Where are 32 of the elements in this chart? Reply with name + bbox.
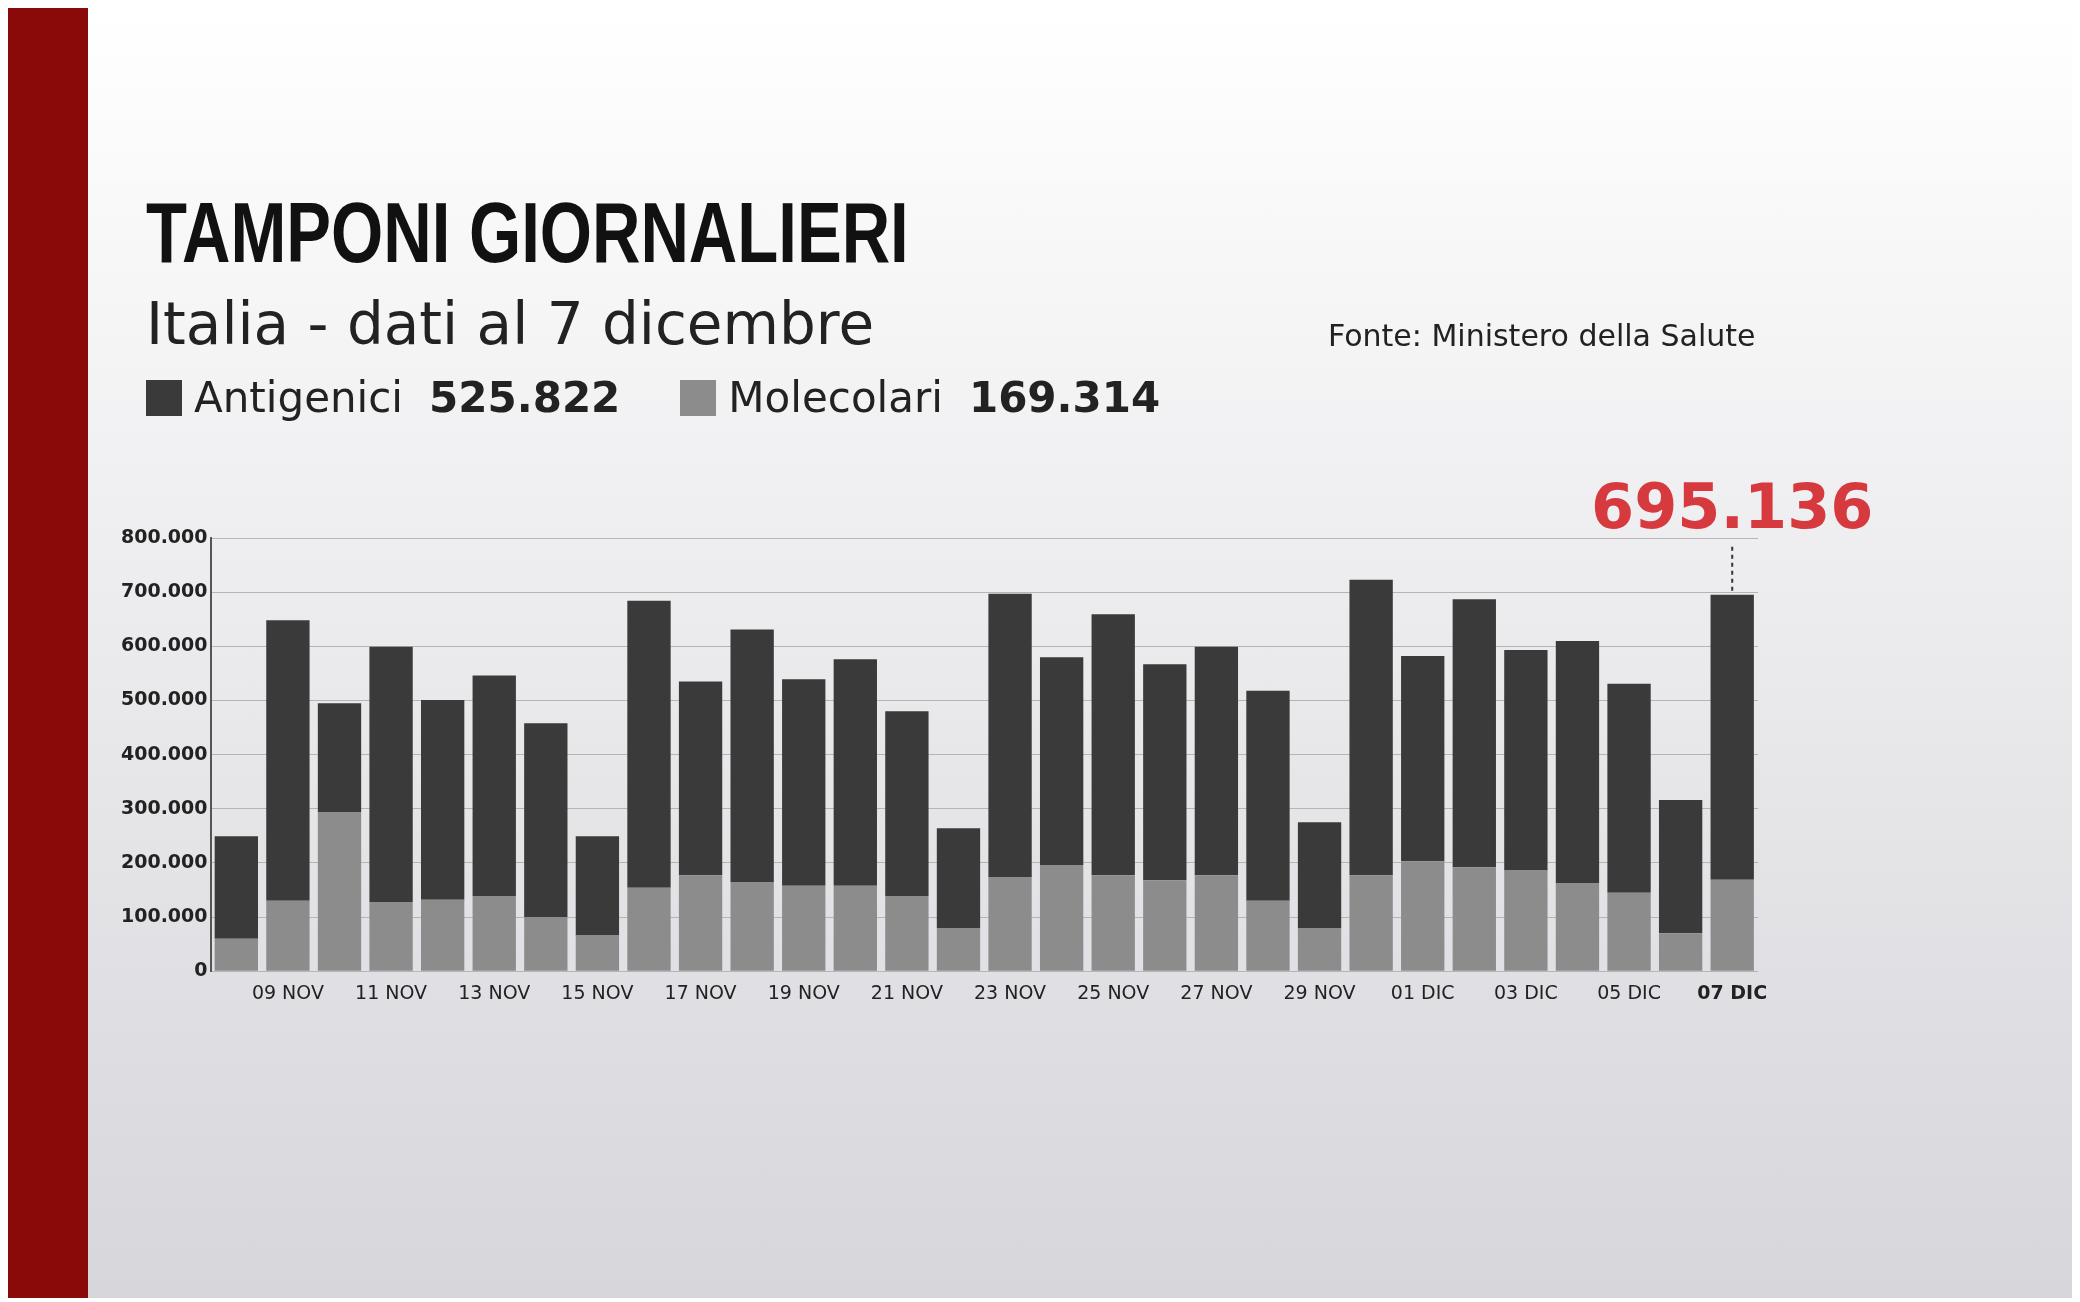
x-tick-label: 11 NOV: [355, 980, 428, 1003]
x-tick-label: 01 DIC: [1390, 980, 1455, 1003]
chart-subtitle: Italia - dati al 7 dicembre: [146, 290, 875, 358]
x-tick-label: 13 NOV: [458, 980, 531, 1003]
x-tick-label: 29 NOV: [1283, 980, 1356, 1003]
y-tick-label: 500.000: [120, 687, 208, 710]
x-tick-label: 05 DIC: [1597, 980, 1661, 1003]
x-tick-label: 17 NOV: [664, 980, 737, 1003]
x-tick-label: 25 NOV: [1077, 980, 1150, 1003]
legend-label: Antigenici: [194, 373, 404, 422]
y-tick-label: 200.000: [120, 849, 208, 872]
x-tick-label: 09 NOV: [251, 980, 324, 1003]
chart-title: TAMPONI GIORNALIERI: [146, 183, 909, 282]
x-tick-label: 19 NOV: [767, 980, 840, 1003]
y-tick-label: 100.000: [120, 903, 208, 926]
x-tick-label: 27 NOV: [1180, 980, 1253, 1003]
y-tick-label: 700.000: [120, 579, 208, 602]
source-note: Fonte: Ministero della Salute: [1328, 318, 1756, 353]
y-tick-label: 400.000: [120, 741, 208, 764]
legend-label: Molecolari: [728, 373, 943, 422]
x-tick-label: 15 NOV: [561, 980, 634, 1003]
x-tick-label: 23 NOV: [974, 980, 1047, 1003]
text: 525.822: [429, 373, 621, 422]
y-tick-label: 0: [194, 958, 208, 981]
annotation: 695.136: [1591, 469, 1874, 543]
x-tick-label: 07 DIC: [1697, 980, 1768, 1003]
text: 169.314: [968, 373, 1161, 422]
y-tick-label: 800.000: [120, 524, 208, 547]
y-tick-label: 600.000: [120, 633, 208, 656]
x-tick-label: 21 NOV: [870, 980, 943, 1003]
y-tick-label: 300.000: [120, 795, 208, 818]
x-tick-label: 03 DIC: [1494, 980, 1558, 1003]
